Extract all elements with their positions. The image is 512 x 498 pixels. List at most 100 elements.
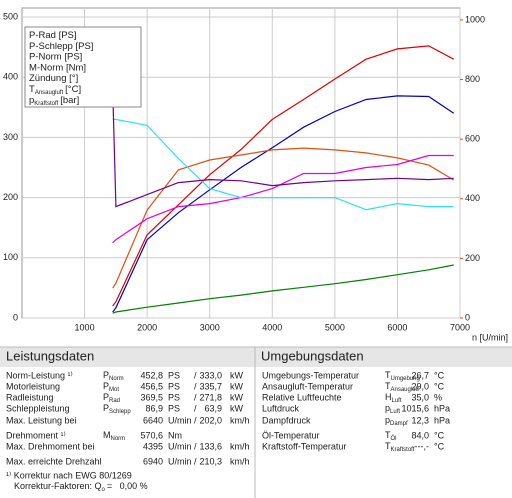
factor: Korrektur-Faktoren: Qo = 0,00 % [14,481,148,492]
value-1: 456,5 [140,381,163,391]
y2-tick-label: 0 [465,312,470,322]
row-symbol: PSchlepp [103,403,131,414]
value-1: 369,5 [140,392,163,402]
env-value: 12,3 [411,415,429,425]
unit-2: kW [230,381,244,391]
row-label: Max. erreichte Drehzahl [6,456,102,466]
legend-entry: P-Norm [PS] [29,51,82,62]
unit-2: km/h [230,441,250,451]
y-tick-label: 300 [3,132,18,142]
env-symbol: pDampf [385,415,408,426]
unit-1: U/min [168,415,192,425]
x-tick-label: 5000 [325,322,345,332]
series-line [112,118,454,211]
value-1: 6640 [143,415,163,425]
symbol: P [103,403,109,413]
env-unit: hPa [434,403,450,413]
env-symbol: TÖl [385,430,397,441]
series-line [112,264,454,314]
x-tick-label: 1000 [75,322,95,332]
env-unit: % [434,392,442,402]
legend-entry: Zündung [°] [29,73,78,84]
legend-name: T [29,84,35,95]
legend-sub: Kraftstoff [34,100,58,106]
separator: / [194,403,197,413]
env-unit: °C [434,430,445,440]
separator: / [194,441,197,451]
env-symbol: TKraftstoff [385,441,415,452]
symbol: p [385,403,390,413]
legend-unit: [bar] [60,94,79,105]
x-tick-label: 2000 [137,322,157,332]
symbol-sub: Öl [391,435,397,442]
symbol: P [103,392,109,402]
env-unit: hPa [434,415,450,425]
env-label: Luftdruck [262,403,300,413]
x-tick-label: 7000 [450,322,470,332]
env-symbol: TAnsaugluft [385,381,419,392]
separator: / [194,370,197,380]
legend-box [24,26,142,108]
separator: / [194,456,197,466]
symbol-sub: Umgebung [391,376,420,382]
left-title: Leistungsdaten [6,348,94,363]
symbol-sub: Dampf [390,421,408,427]
series-line [112,147,455,289]
symbol: p [385,415,390,425]
legend-name: Zündung [°] [29,73,78,84]
row-symbol: PNorm [103,370,124,381]
unit-1: PS [168,392,180,402]
row-label: Max. Drehmoment bei [6,441,95,451]
value-2: 63,9 [204,403,222,413]
table-header-band [0,347,512,367]
value-1: 452,8 [140,370,163,380]
unit-1: Nm [168,430,182,440]
unit-2: kW [230,370,244,380]
unit-2: km/h [230,456,250,466]
unit-1: PS [168,381,180,391]
y-tick-label: 400 [3,72,18,82]
unit-1: PS [168,403,180,413]
value-2: 335,7 [199,381,222,391]
env-symbol: TUmgebung [385,370,420,381]
env-unit: °C [434,370,445,380]
row-label: Motorleistung [6,381,60,391]
legend-entry: M-Norm [Nm] [29,62,86,73]
series-line [112,154,454,244]
env-value: ---,- [415,441,430,451]
env-label: Öl-Temperatur [262,430,320,440]
unit-1: PS [168,370,180,380]
env-symbol: HLuft [385,392,402,403]
symbol: P [103,370,109,380]
x-tick-label: 4000 [262,322,282,332]
symbol-sub: Rad [109,398,120,404]
y-tick-label: 100 [3,252,18,262]
factor-label: Korrektur-Faktoren: Q [14,481,102,491]
y-tick-label: 200 [3,192,18,202]
x-tick-label: 3000 [200,322,220,332]
row-label: Drehmoment ¹⁾ [6,430,66,440]
value-2: 333,0 [199,370,222,380]
unit-2: kW [230,403,244,413]
y2-tick-label: 800 [465,74,480,84]
env-label: Ansaugluft-Temperatur [262,381,353,391]
unit-2: kW [230,392,244,402]
value-1: 4395 [143,441,163,451]
value-2: 210,3 [199,456,222,466]
y2-tick-label: 400 [465,193,480,203]
footnote: ¹⁾ Korrektur nach EWG 80/1269 [6,470,132,480]
env-symbol: pLuft [385,403,400,414]
value-2: 133,6 [199,441,222,451]
env-label: Umgebungs-Temperatur [262,370,359,380]
legend-name: P-Schlepp [PS] [29,40,93,51]
x-axis-label: n [U/min] [472,332,508,342]
env-label: Relative Luftfeuchte [262,392,342,402]
unit-2: km/h [230,415,250,425]
symbol: M [103,430,111,440]
row-symbol: MNorm [103,430,125,441]
legend-entry: pKraftstoff [bar] [29,94,79,106]
symbol-sub: Schlepp [109,409,131,415]
env-label: Dampfdruck [262,415,311,425]
series-line [112,89,454,208]
